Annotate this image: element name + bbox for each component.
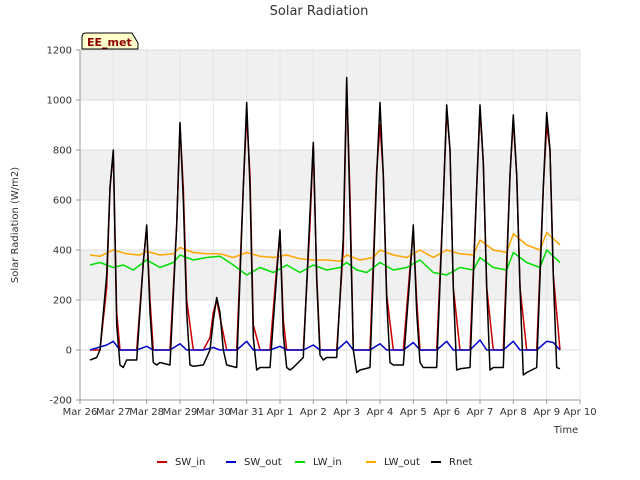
y-tick-labels: -200 0 200 400 600 800 1000 1200	[47, 46, 80, 407]
y-tick-label: -200	[49, 396, 72, 407]
x-tick-label: Mar 26	[63, 407, 98, 418]
x-tick-label: Mar 31	[229, 407, 264, 418]
y-tick-label: 600	[53, 196, 72, 207]
y-tick-label: 1200	[47, 46, 72, 57]
x-tick-label: Mar 28	[129, 407, 164, 418]
x-tick-label: Apr 5	[400, 407, 427, 418]
x-tick-label: Apr 7	[467, 407, 494, 418]
x-tick-label: Apr 6	[433, 407, 460, 418]
legend: SW_in SW_out LW_in LW_out Rnet	[157, 457, 472, 468]
series-line-rnet	[89, 76, 561, 376]
background-bands	[80, 50, 580, 400]
x-tick-label: Mar 27	[96, 407, 131, 418]
series-line-sw-out	[89, 339, 561, 351]
legend-label: LW_out	[384, 457, 420, 468]
x-tick-label: Apr 2	[300, 407, 327, 418]
y-tick-label: 200	[53, 296, 72, 307]
shaded-band	[80, 150, 580, 200]
legend-label: SW_in	[175, 457, 205, 468]
x-tick-label: Apr 1	[267, 407, 294, 418]
axes	[79, 50, 580, 401]
legend-label: SW_out	[244, 457, 282, 468]
x-axis-title: Time	[553, 425, 578, 436]
ee-met-badge: EE_met	[81, 32, 139, 50]
series-line-lw-out	[89, 231, 561, 263]
x-tick-label: Apr 10	[563, 407, 596, 418]
y-tick-label: 400	[53, 246, 72, 257]
x-tick-label: Mar 29	[163, 407, 198, 418]
x-tick-label: Mar 30	[196, 407, 231, 418]
shaded-band	[80, 50, 580, 100]
x-tick-label: Apr 4	[367, 407, 394, 418]
x-tick-label: Apr 3	[333, 407, 360, 418]
y-tick-label: 0	[66, 346, 72, 357]
shaded-band	[80, 250, 580, 300]
y-axis-title: Solar Radiation (W/m2)	[10, 167, 21, 283]
chart-title: Solar Radiation	[270, 4, 369, 19]
x-tick-label: Apr 8	[500, 407, 527, 418]
legend-label: LW_in	[313, 457, 342, 468]
series-layer	[89, 76, 561, 376]
y-tick-label: 800	[53, 146, 72, 157]
badge-label: EE_met	[87, 36, 132, 49]
x-tick-label: Apr 9	[533, 407, 560, 418]
y-tick-label: 1000	[47, 96, 72, 107]
plot-area	[80, 50, 580, 400]
legend-label: Rnet	[449, 457, 472, 468]
